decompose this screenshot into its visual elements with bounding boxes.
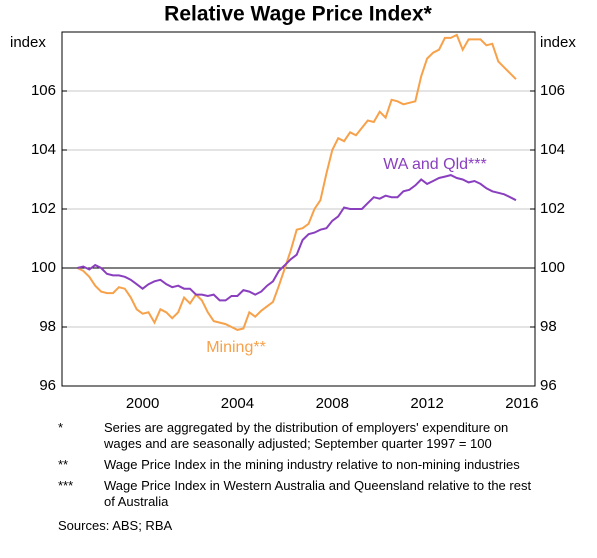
y-tick-label: 104	[31, 141, 56, 158]
y-tick-label: 102	[31, 200, 56, 217]
footnote: ** Wage Price Index in the mining industr…	[0, 457, 597, 473]
sources: Sources: ABS; RBA	[58, 518, 173, 533]
footnote: *** Wage Price Index in Western Australia…	[0, 478, 597, 510]
footnote-marker: **	[58, 457, 69, 472]
footnote-marker: ***	[58, 478, 74, 493]
x-tick-label: 2000	[126, 395, 159, 412]
series-line	[77, 174, 517, 302]
y-tick-label: 96	[39, 377, 56, 394]
y2-tick-label: 102	[540, 200, 565, 217]
y2-tick-label: 106	[540, 82, 565, 99]
y-tick-label: 100	[31, 259, 56, 276]
y2-axis-label: index	[540, 34, 576, 51]
footnote-marker: *	[58, 420, 64, 435]
y-tick-label: 98	[39, 318, 56, 335]
chart: Relative Wage Price Index* index index 9…	[10, 3, 576, 412]
footnote: * Series are aggregated by the distributi…	[0, 420, 597, 452]
chart-title: Relative Wage Price Index*	[164, 3, 432, 26]
plot-frame	[61, 31, 536, 387]
series-label: WA and Qld***	[383, 156, 486, 173]
x-tick-label: 2012	[410, 395, 443, 412]
x-tick-label: 2016	[505, 395, 538, 412]
y-axis-label: index	[10, 34, 46, 51]
footnotes: * Series are aggregated by the distributi…	[0, 420, 597, 533]
series-line	[76, 33, 517, 331]
footnote-text: Wage Price Index in Western Australia an…	[104, 478, 532, 509]
y-tick-label: 106	[31, 82, 56, 99]
footnote-text: Wage Price Index in the mining industry …	[104, 457, 520, 472]
y2-tick-label: 96	[540, 377, 557, 394]
x-tick-label: 2004	[221, 395, 254, 412]
y2-tick-label: 100	[540, 259, 565, 276]
y2-tick-label: 98	[540, 318, 557, 335]
footnote-text: Series are aggregated by the distributio…	[104, 420, 509, 451]
series-label: Mining**	[206, 339, 266, 356]
x-tick-label: 2008	[316, 395, 349, 412]
y2-tick-label: 104	[540, 141, 565, 158]
